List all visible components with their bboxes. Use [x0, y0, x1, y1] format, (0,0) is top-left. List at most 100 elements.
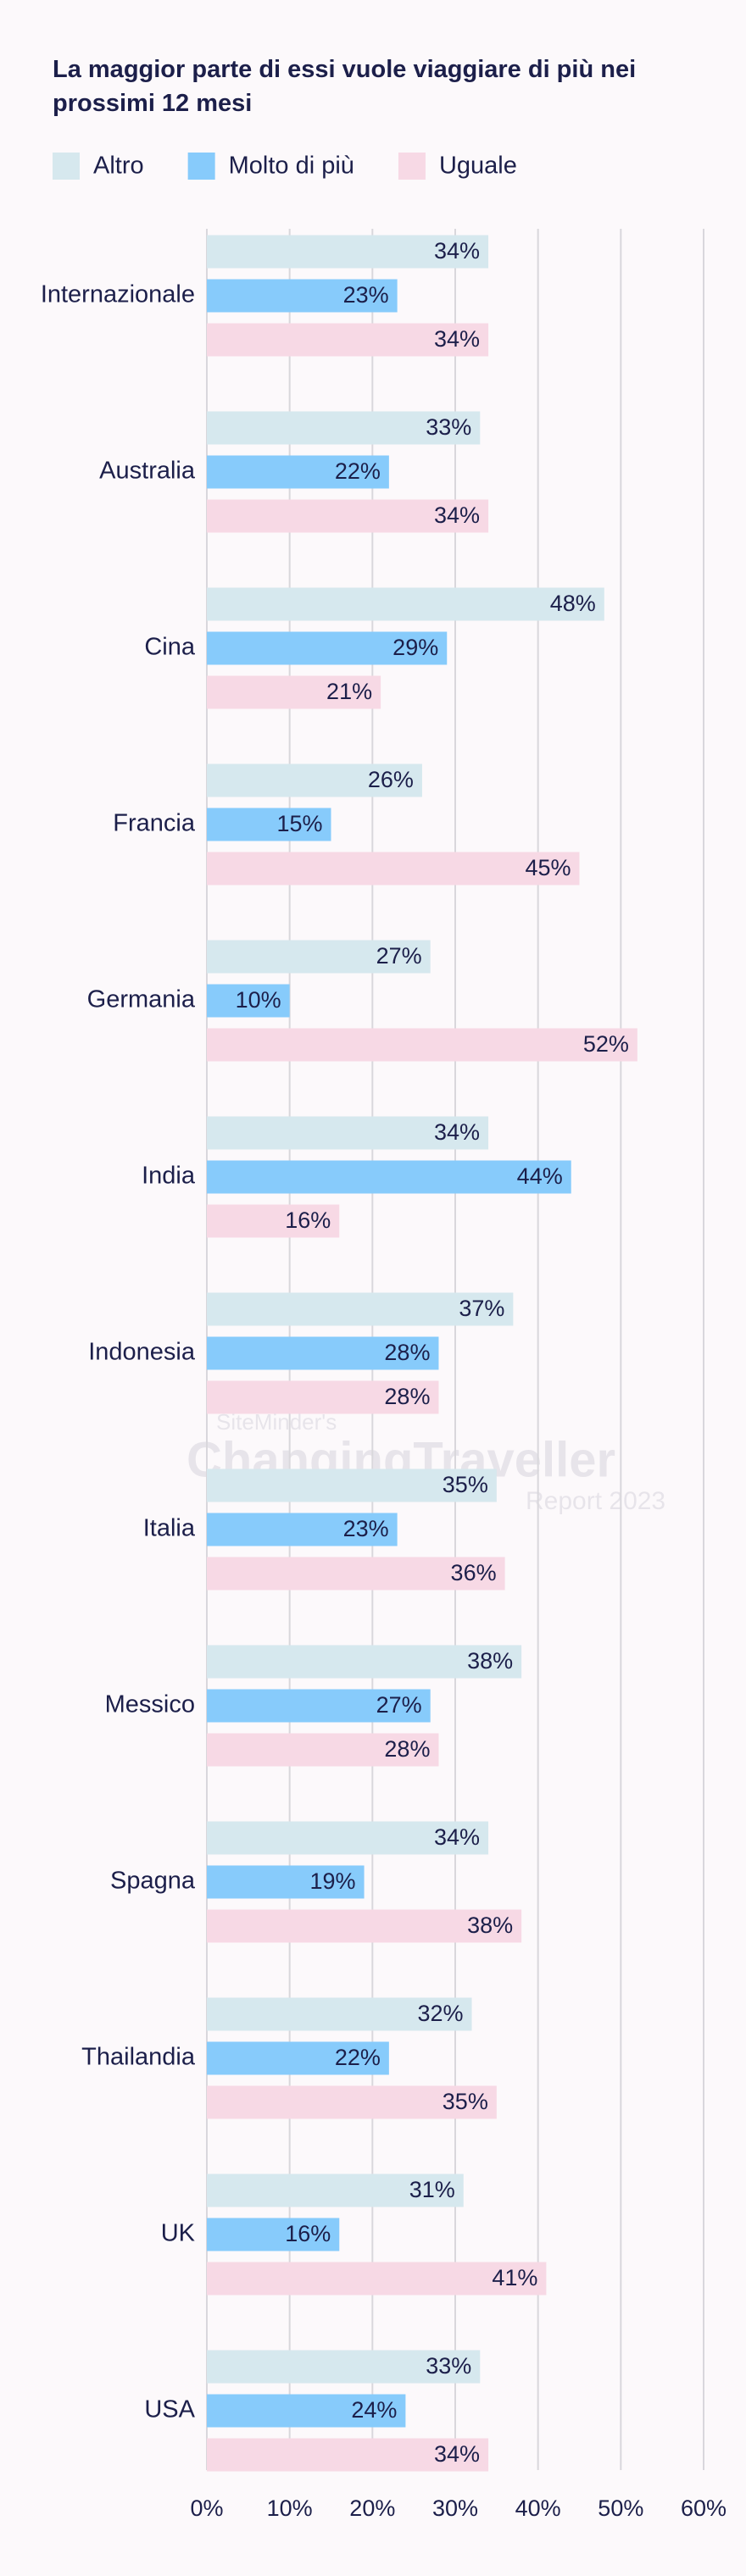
bar [207, 1028, 637, 1062]
value-label: 16% [285, 2221, 331, 2246]
value-label: 28% [384, 1340, 430, 1365]
value-label: 28% [384, 1736, 430, 1762]
legend-label: Uguale [439, 153, 517, 180]
category-label: Indonesia [88, 1339, 196, 1366]
value-label: 33% [426, 2353, 471, 2379]
bar [207, 1292, 514, 1326]
value-label: 44% [517, 1163, 563, 1189]
legend-label: Altro [93, 153, 144, 180]
value-label: 38% [467, 1913, 513, 1938]
bar [207, 2438, 489, 2472]
bar [207, 1689, 431, 1723]
bar [207, 1116, 489, 1150]
value-label: 41% [492, 2265, 537, 2290]
x-tick-label: 40% [515, 2496, 561, 2521]
bar [207, 2262, 547, 2296]
category-label: UK [161, 2220, 196, 2247]
category-label: Spagna [110, 1868, 196, 1895]
watermark: Report 2023 [526, 1487, 665, 1515]
value-label: 22% [335, 458, 381, 484]
bar [207, 587, 604, 621]
value-label: 16% [285, 1208, 331, 1233]
value-label: 48% [550, 591, 596, 616]
value-label: 10% [236, 987, 281, 1013]
x-tick-label: 20% [349, 2496, 395, 2521]
x-tick-label: 60% [681, 2496, 727, 2521]
category-label: Francia [113, 810, 196, 837]
value-label: 32% [417, 2001, 463, 2026]
bar [207, 940, 431, 974]
bar [207, 323, 489, 357]
bar [207, 675, 381, 709]
bar [207, 2174, 464, 2207]
value-label: 34% [434, 238, 480, 264]
legend-label: Molto di più [229, 153, 354, 180]
value-label: 34% [434, 502, 480, 528]
value-label: 23% [343, 1516, 389, 1541]
bar [207, 852, 580, 886]
value-label: 37% [459, 1296, 504, 1321]
category-label: India [142, 1163, 196, 1190]
bar [207, 1865, 365, 1899]
value-label: 27% [376, 1692, 422, 1718]
chart-title: La maggior parte di essi vuole viaggiare… [53, 56, 637, 117]
category-label: Australia [99, 458, 196, 485]
value-label: 36% [451, 1560, 497, 1585]
value-label: 35% [443, 1472, 488, 1497]
bar [207, 499, 489, 533]
x-tick-label: 0% [190, 2496, 223, 2521]
value-label: 34% [434, 2441, 480, 2467]
value-label: 38% [467, 1648, 513, 1674]
bar [207, 631, 448, 665]
bar [207, 455, 389, 489]
category-label: Italia [143, 1515, 196, 1542]
value-label: 24% [351, 2397, 397, 2423]
value-label: 15% [276, 811, 322, 836]
bar [207, 1160, 571, 1194]
bar [207, 1380, 439, 1414]
bar [207, 2350, 481, 2384]
bar [207, 2394, 406, 2428]
value-label: 23% [343, 282, 389, 308]
value-label: 29% [392, 635, 438, 660]
bar [207, 1645, 522, 1679]
bar [207, 1204, 340, 1238]
category-label: Cina [144, 634, 196, 661]
value-label: 33% [426, 414, 471, 440]
category-label: Messico [105, 1691, 195, 1718]
bar [207, 763, 422, 797]
bar [207, 1733, 439, 1767]
value-label: 45% [525, 855, 571, 880]
bar [207, 1336, 439, 1370]
category-label: Germania [87, 986, 196, 1013]
category-label: Internazionale [41, 281, 195, 308]
bar [207, 2041, 389, 2075]
value-label: 27% [376, 943, 422, 969]
bar [207, 2085, 497, 2119]
bar [207, 1821, 489, 1855]
value-label: 52% [583, 1031, 629, 1057]
bar [207, 808, 331, 841]
bar [207, 1513, 398, 1546]
bar [207, 279, 398, 313]
legend-swatch [53, 153, 80, 180]
x-tick-label: 10% [267, 2496, 313, 2521]
value-label: 31% [409, 2177, 455, 2202]
value-label: 28% [384, 1384, 430, 1409]
bar [207, 984, 290, 1018]
value-label: 22% [335, 2045, 381, 2070]
value-label: 34% [434, 1824, 480, 1850]
value-label: 35% [443, 2089, 488, 2114]
value-label: 26% [368, 767, 414, 792]
bar [207, 1468, 497, 1502]
bar [207, 1557, 505, 1591]
bar [207, 1909, 522, 1943]
value-label: 19% [310, 1868, 356, 1894]
legend-swatch [187, 153, 215, 180]
value-label: 34% [434, 1119, 480, 1145]
bar [207, 2218, 340, 2251]
x-tick-label: 50% [598, 2496, 643, 2521]
legend-swatch [398, 153, 426, 180]
